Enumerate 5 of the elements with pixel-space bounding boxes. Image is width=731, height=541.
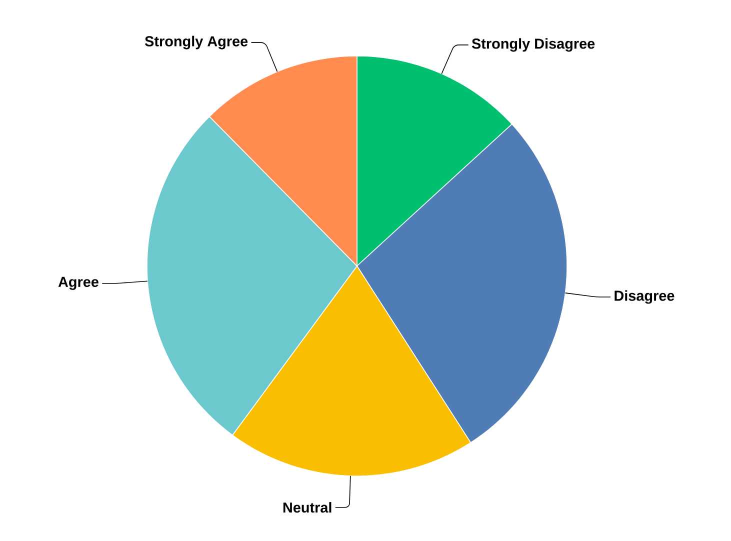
slice-label: Agree bbox=[58, 276, 98, 290]
slice-label: Neutral bbox=[283, 502, 332, 513]
slice-label: Disagree bbox=[614, 290, 674, 304]
slice-label: Strongly Agree bbox=[144, 36, 248, 50]
slice-label: Strongly Disagree bbox=[472, 38, 595, 52]
